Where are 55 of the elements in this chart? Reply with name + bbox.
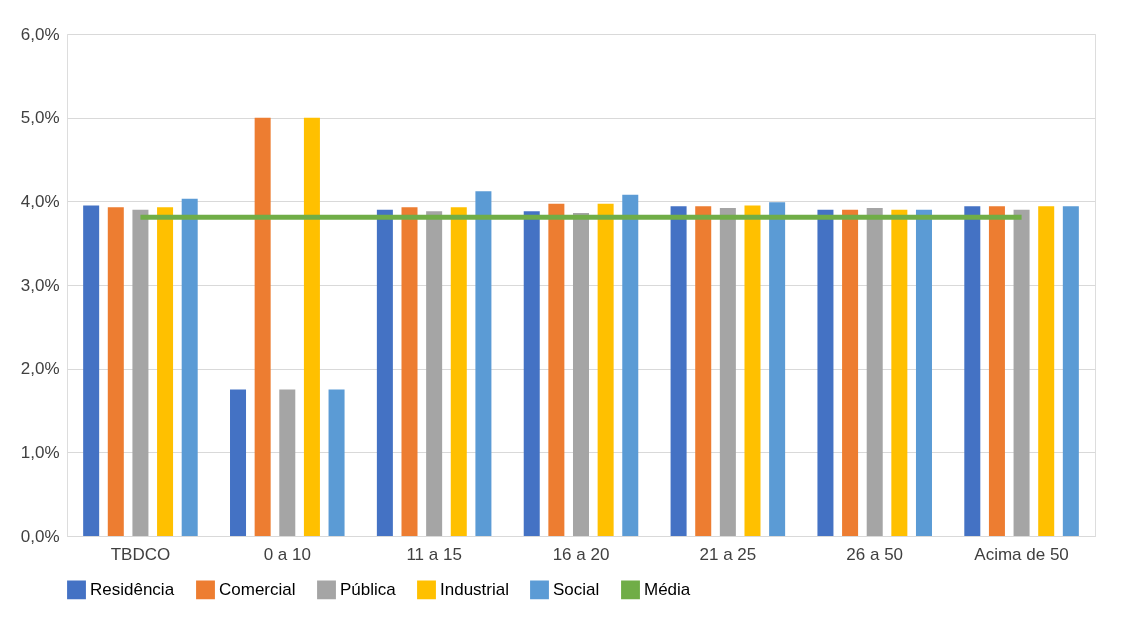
bar — [426, 211, 443, 536]
bar — [1062, 206, 1079, 536]
bar — [719, 208, 736, 536]
bar — [181, 198, 198, 536]
y-tick-label: 4,0% — [20, 191, 60, 211]
legend-label: Social — [553, 579, 600, 599]
x-tick-label: 26 a 50 — [846, 544, 904, 564]
bar — [769, 202, 786, 536]
bar — [622, 194, 639, 536]
bar — [988, 206, 1005, 536]
bar — [842, 209, 859, 536]
bar — [891, 209, 908, 536]
bar — [401, 207, 418, 536]
bar — [915, 209, 932, 536]
legend-label: Industrial — [440, 579, 509, 599]
bar — [450, 207, 467, 536]
x-tick-label: 21 a 25 — [699, 544, 757, 564]
bar — [744, 205, 761, 536]
y-tick-label: 5,0% — [20, 108, 60, 128]
bar — [230, 389, 247, 536]
bar — [254, 117, 271, 536]
y-tick-label: 3,0% — [20, 275, 60, 295]
bar — [548, 203, 565, 536]
y-tick-label: 6,0% — [20, 24, 60, 44]
x-tick-label: 16 a 20 — [552, 544, 610, 564]
bar — [866, 208, 883, 536]
x-tick-label: Acima de 50 — [974, 544, 1069, 564]
legend-label: Comercial — [219, 579, 296, 599]
bar — [328, 389, 345, 536]
bar — [597, 203, 614, 536]
legend-label: Pública — [340, 579, 397, 599]
bar — [964, 206, 981, 536]
bar — [670, 206, 687, 536]
bar — [376, 209, 393, 536]
y-tick-label: 2,0% — [20, 359, 60, 379]
x-tick-label: 11 a 15 — [406, 544, 462, 564]
legend-label: Média — [644, 579, 691, 599]
y-tick-label: 1,0% — [20, 442, 60, 462]
bar — [695, 206, 712, 536]
bar — [107, 207, 124, 536]
y-tick-label: 0,0% — [20, 526, 60, 546]
bar — [83, 205, 100, 536]
bar — [132, 209, 149, 536]
bar — [572, 213, 590, 536]
bar — [475, 191, 492, 536]
x-tick-label: TBDCO — [110, 544, 171, 564]
bar — [817, 209, 834, 536]
bar — [157, 207, 174, 536]
bar — [1038, 206, 1055, 536]
x-tick-label: 0 a 10 — [263, 544, 311, 564]
bar — [1013, 209, 1030, 536]
bar — [303, 117, 320, 536]
bar — [279, 389, 296, 536]
legend-label: Residência — [90, 579, 175, 599]
bar — [523, 211, 540, 536]
